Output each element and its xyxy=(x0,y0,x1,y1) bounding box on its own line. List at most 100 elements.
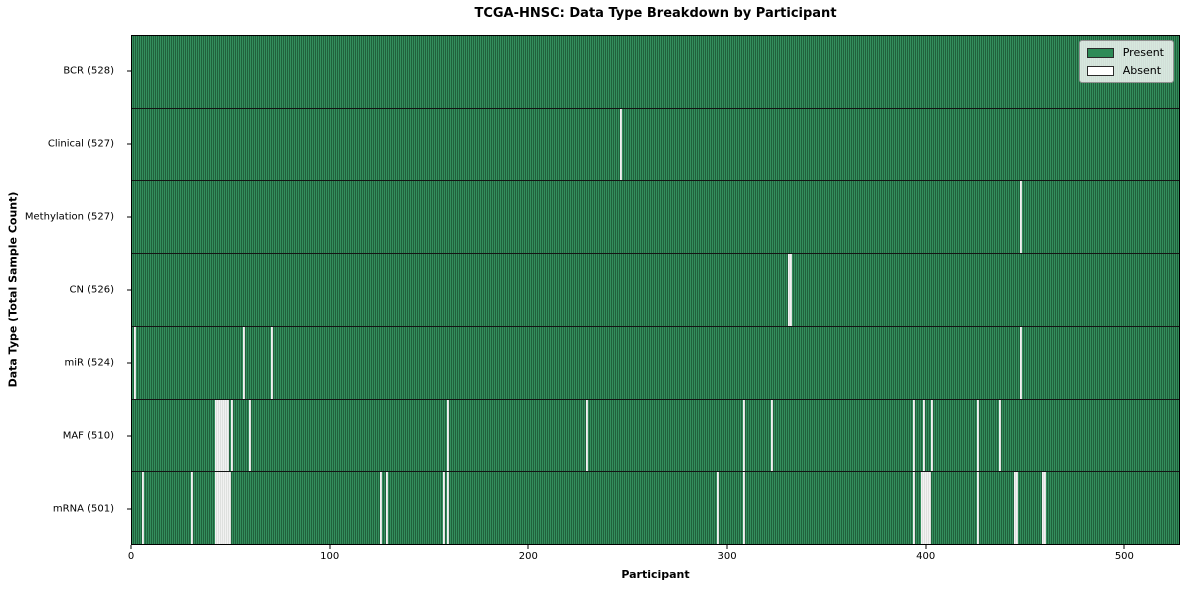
x-tick-label: 0 xyxy=(127,551,135,562)
absent-stripe xyxy=(998,399,1001,472)
absent-stripe xyxy=(788,254,791,326)
absent-stripe xyxy=(215,399,218,472)
y-axis-ticks xyxy=(127,35,131,545)
heatmap-row xyxy=(132,108,1179,182)
x-axis-ticks: 0 100 200 300 400 500 xyxy=(127,545,1180,567)
absent-stripe xyxy=(976,472,979,545)
x-tick-mark xyxy=(925,545,927,549)
absent-stripe xyxy=(742,472,745,545)
absent-stripe xyxy=(742,399,745,472)
absent-stripe xyxy=(770,399,773,472)
absent-stripe xyxy=(223,399,226,472)
heatmap-row xyxy=(132,472,1179,545)
absent-stripe xyxy=(447,472,450,545)
absent-stripe xyxy=(923,472,926,545)
absent-stripe xyxy=(231,399,234,472)
absent-stripe xyxy=(1042,472,1045,545)
chart-title: TCGA-HNSC: Data Type Breakdown by Partic… xyxy=(474,6,837,21)
legend-label-present: Present xyxy=(1122,46,1164,59)
absent-stripe xyxy=(191,472,194,545)
x-tick-mark xyxy=(329,545,331,549)
y-axis-tick-labels: BCR (528) Clinical (527) Methylation (527)… xyxy=(0,35,123,545)
y-tick-label: mRNA (501) xyxy=(52,503,114,515)
absent-stripe xyxy=(913,472,916,545)
absent-stripe xyxy=(379,472,382,545)
y-tick-label: MAF (510) xyxy=(62,430,114,442)
y-tick-label: Clinical (527) xyxy=(47,138,114,150)
legend-label-absent: Absent xyxy=(1122,64,1162,77)
absent-stripe xyxy=(243,326,246,399)
heatmap-row xyxy=(132,181,1179,255)
absent-stripe xyxy=(385,472,388,545)
absent-stripe xyxy=(931,399,934,472)
absent-stripe xyxy=(586,399,589,472)
heatmap-row xyxy=(132,326,1179,400)
absent-stripe xyxy=(225,399,228,472)
absent-stripe xyxy=(221,472,224,545)
x-tick-mark xyxy=(527,545,529,549)
x-axis-label: Participant xyxy=(621,568,690,581)
absent-stripe xyxy=(1020,181,1023,254)
absent-stripe xyxy=(217,472,220,545)
y-tick-mark xyxy=(127,289,131,291)
x-tick-label: 300 xyxy=(717,551,737,562)
absent-stripe xyxy=(716,472,719,545)
y-tick-mark xyxy=(127,435,131,437)
y-tick-label: CN (526) xyxy=(69,284,114,296)
absent-stripe xyxy=(976,399,979,472)
x-tick-label: 200 xyxy=(518,551,538,562)
absent-stripe xyxy=(227,399,230,472)
heatmap-row xyxy=(132,399,1179,473)
absent-stripe xyxy=(215,472,218,545)
y-tick-mark xyxy=(127,362,131,364)
x-tick-label: 100 xyxy=(320,551,340,562)
y-tick-label: Methylation (527) xyxy=(24,211,114,223)
absent-stripe xyxy=(270,326,273,399)
x-tick-mark xyxy=(726,545,728,549)
heatmap-row xyxy=(132,254,1179,327)
absent-stripe xyxy=(219,399,222,472)
y-tick-mark xyxy=(127,70,131,72)
absent-stripe xyxy=(913,399,916,472)
absent-stripe xyxy=(227,472,230,545)
y-tick-label: BCR (528) xyxy=(63,65,114,77)
absent-stripe xyxy=(1016,472,1019,545)
absent-stripe xyxy=(443,472,446,545)
y-tick-mark xyxy=(127,216,131,218)
present-swatch-icon xyxy=(1086,47,1114,58)
absent-stripe xyxy=(619,108,622,181)
x-tick-label: 500 xyxy=(1114,551,1134,562)
absent-stripe xyxy=(141,472,144,545)
absent-stripe xyxy=(221,399,224,472)
absent-stripe xyxy=(925,472,928,545)
x-tick-mark xyxy=(1123,545,1125,549)
absent-stripe xyxy=(1020,326,1023,399)
absent-stripe xyxy=(219,472,222,545)
absent-stripe xyxy=(225,472,228,545)
absent-stripe xyxy=(223,472,226,545)
x-tick-label: 400 xyxy=(916,551,936,562)
heatmap-row xyxy=(132,36,1179,109)
legend-entry-absent: Absent xyxy=(1086,64,1164,77)
y-tick-mark xyxy=(127,143,131,145)
absent-stripe xyxy=(790,254,793,326)
absent-stripe xyxy=(923,399,926,472)
absent-swatch-icon xyxy=(1086,65,1114,76)
absent-stripe xyxy=(217,399,220,472)
legend-entry-present: Present xyxy=(1086,46,1164,59)
absent-stripe xyxy=(447,399,450,472)
heatmap-plot-area: Present Absent xyxy=(131,35,1180,545)
y-tick-mark xyxy=(127,508,131,510)
absent-stripe xyxy=(229,472,232,545)
absent-stripe xyxy=(1044,472,1047,545)
x-tick-mark xyxy=(130,545,132,549)
absent-stripe xyxy=(921,472,924,545)
y-tick-label: miR (524) xyxy=(64,357,114,369)
absent-stripe xyxy=(929,472,932,545)
legend: Present Absent xyxy=(1078,40,1174,83)
absent-stripe xyxy=(1014,472,1017,545)
absent-stripe xyxy=(133,326,136,399)
absent-stripe xyxy=(248,399,251,472)
absent-stripe xyxy=(927,472,930,545)
